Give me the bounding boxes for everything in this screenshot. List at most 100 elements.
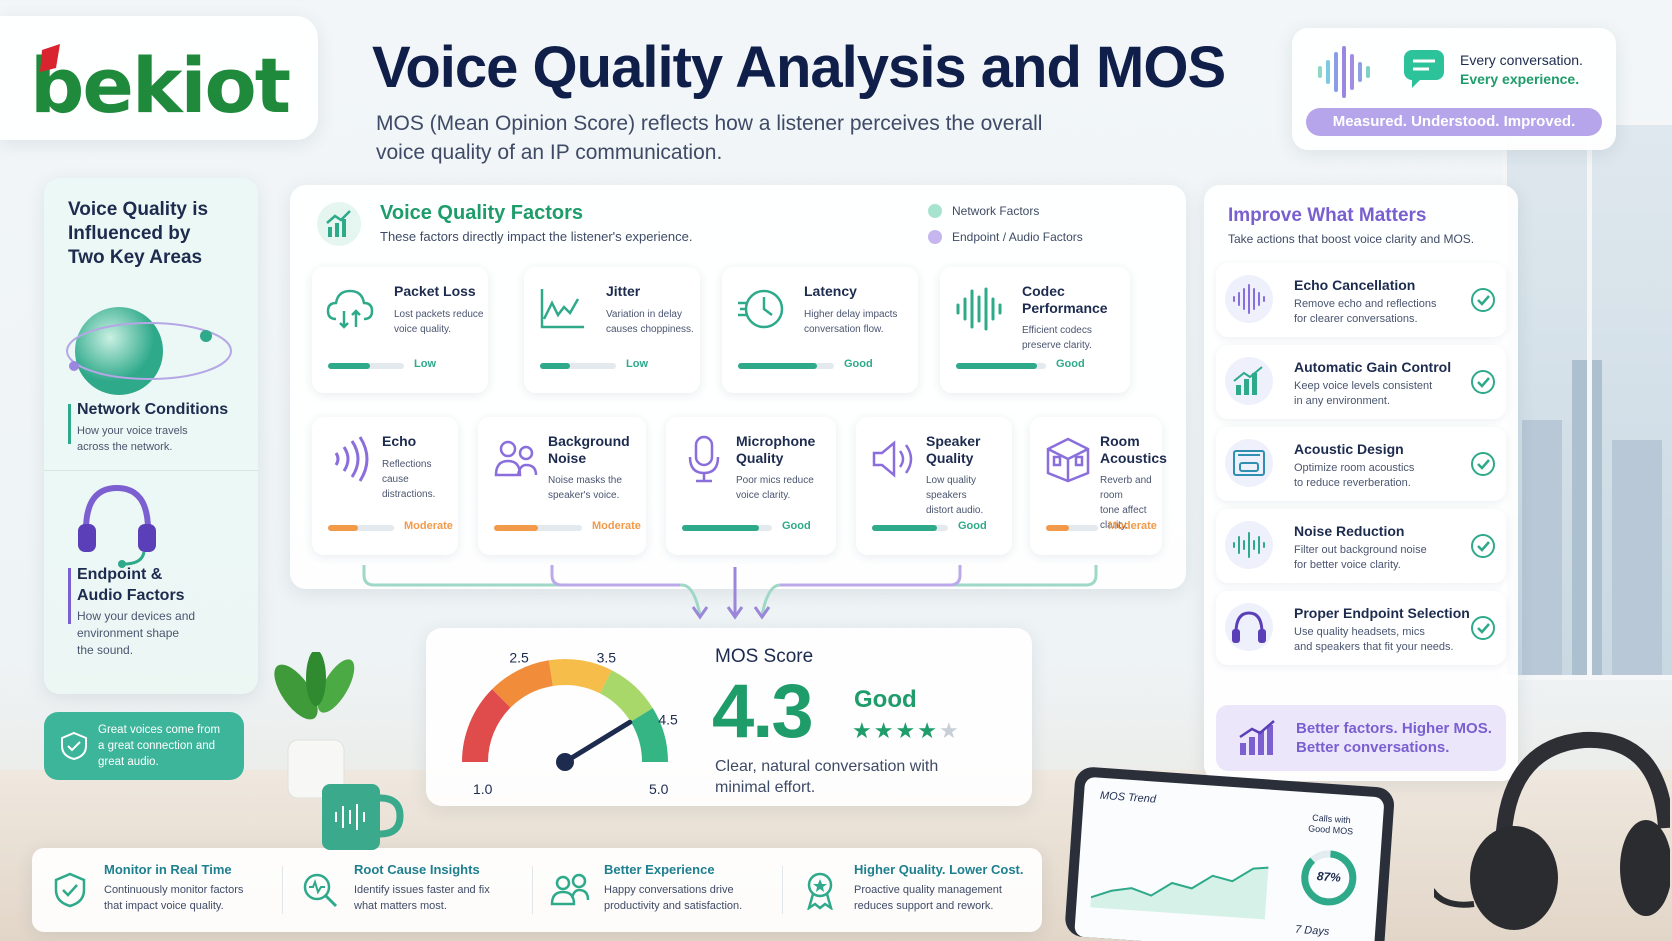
codec-waveform-icon: [956, 287, 1002, 331]
improve-item-title: Proper Endpoint Selection: [1294, 605, 1470, 621]
factor-level-label: Good: [1056, 358, 1085, 370]
factor-level-label: Low: [414, 358, 436, 370]
factor-title: Packet Loss: [394, 283, 476, 300]
tagline-pill: Measured. Understood. Improved.: [1306, 108, 1602, 136]
rating-star-icon: ★: [895, 718, 918, 743]
shield-check-icon: [54, 872, 86, 908]
tagline-line-1: Every conversation.: [1460, 52, 1583, 68]
improve-title: Improve What Matters: [1228, 205, 1427, 226]
factor-level-fill: [540, 363, 570, 369]
tagline-card: Every conversation. Every experience. Me…: [1292, 28, 1616, 150]
factor-card-speaker-quality: Speaker Quality Low quality speakers distor…: [856, 417, 1012, 555]
benefit-title: Higher Quality. Lower Cost.: [854, 862, 1024, 877]
check-circle-icon: [1471, 288, 1495, 312]
factor-desc-line-2: conversation flow.: [804, 324, 884, 335]
page-title: Voice Quality Analysis and MOS: [372, 35, 1226, 100]
mos-desc-line-1: Clear, natural conversation with: [715, 758, 939, 775]
brand-logo: bekiot: [30, 41, 290, 124]
gauge-tick-label: 3.5: [597, 650, 617, 666]
factor-title: Jitter: [606, 283, 640, 300]
connector-lines: [362, 565, 1098, 620]
gauge-segment: [548, 659, 612, 694]
factor-card-jitter: Jitter Variation in delay causes choppines…: [524, 267, 700, 393]
benefit-monitor-in-real-time: Monitor in Real Time Continuously monitor…: [44, 858, 284, 922]
factor-level-bar: [956, 363, 1046, 369]
improve-item-desc-line-2: to reduce reverberation.: [1294, 477, 1411, 489]
factor-desc-line-2: causes choppiness.: [606, 324, 694, 335]
factor-desc-line-1: Lost packets reduce: [394, 309, 484, 320]
headset-icon: [1225, 603, 1273, 651]
factor-desc: Reverb and room tone affect clarity.: [1100, 473, 1162, 533]
network-conditions-desc-2: across the network.: [77, 441, 173, 453]
gauge-tick-label: 4.5: [658, 711, 678, 727]
check-circle-icon: [1471, 616, 1495, 640]
callout-line-3: great audio.: [98, 756, 159, 768]
factor-card-packet-loss: Packet Loss Lost packets reduce voice qual…: [312, 267, 488, 393]
improve-item-title: Acoustic Design: [1294, 441, 1404, 457]
benefit-divider: [282, 866, 283, 914]
factor-level-bar: [328, 363, 404, 369]
echo-wave-icon: [1225, 275, 1273, 323]
speaker-icon: [872, 440, 913, 478]
improve-item-desc: Keep voice levels consistent in any envir…: [1294, 379, 1432, 409]
factor-desc-line-1: Low quality speakers: [926, 475, 977, 501]
benefit-desc-line-1: Happy conversations drive: [604, 884, 734, 896]
factor-desc-line-1: Efficient codecs: [1022, 325, 1092, 336]
factor-title: Microphone Quality: [736, 433, 815, 467]
gauge-segment: [462, 689, 511, 763]
network-conditions-title: Network Conditions: [77, 401, 229, 418]
rating-star-icon: ★: [938, 718, 961, 743]
factors-subtitle: These factors directly impact the listen…: [380, 229, 693, 244]
factor-level-fill: [1046, 525, 1069, 531]
endpoint-desc-line-2: environment shape: [77, 626, 180, 640]
logo-card: bekiot: [0, 16, 318, 140]
factor-desc-line-1: Higher delay impacts: [804, 309, 898, 320]
benefit-desc-line-2: reduces support and rework.: [854, 900, 994, 912]
improve-item-desc-line-1: Filter out background noise: [1294, 544, 1427, 556]
factor-title-line-1: Latency: [804, 283, 857, 299]
factor-level-label: Moderate: [404, 520, 453, 532]
callout-line-2: a great connection and: [98, 740, 216, 752]
factor-desc: Lost packets reduce voice quality.: [394, 307, 484, 337]
improve-item-title: Noise Reduction: [1294, 523, 1405, 539]
clock-icon: [738, 289, 784, 329]
factor-level-label: Moderate: [1108, 520, 1157, 532]
factor-desc: Poor mics reduce voice clarity.: [736, 473, 814, 503]
factor-desc-line-2: distort audio.: [926, 505, 984, 516]
benefit-desc-line-1: Identify issues faster and fix: [354, 884, 490, 896]
endpoint-desc: How your devices and environment shape t…: [77, 608, 195, 659]
waveform-icon: [1318, 46, 1370, 98]
rating-star-icon: ★: [873, 718, 896, 743]
headset-icon: [78, 484, 156, 568]
magnifier-pulse-icon: [303, 873, 338, 908]
acoustic-room-icon: [1225, 439, 1273, 487]
improve-item-echo-cancellation: Echo Cancellation Remove echo and reflect…: [1216, 263, 1506, 337]
benefit-desc: Continuously monitor factors that impact …: [104, 882, 243, 914]
tablet-period: 7 Days: [1294, 923, 1330, 939]
factor-desc-line-2: tone affect clarity.: [1100, 505, 1147, 531]
key-areas-panel: Voice Quality is Influenced by Two Key A…: [44, 178, 258, 694]
benefit-title: Monitor in Real Time: [104, 862, 232, 877]
check-circle-icon: [1471, 452, 1495, 476]
callout-line-1: Great voices come from: [98, 724, 221, 736]
improve-subtitle: Take actions that boost voice clarity an…: [1228, 232, 1475, 246]
tablet-calls-line-2: Good MOS: [1307, 823, 1354, 837]
factor-desc-line-1: Reverb and room: [1100, 475, 1152, 501]
chat-bubble-icon: [1404, 50, 1444, 88]
window-backdrop: [1502, 120, 1672, 680]
factor-card-echo: Echo Reflections cause distractions. Modera…: [312, 417, 458, 555]
factor-level-fill: [328, 363, 370, 369]
factor-title-line-1: Codec: [1022, 283, 1065, 299]
factor-title-line-1: Jitter: [606, 283, 641, 299]
factor-title-line-1: Room: [1100, 433, 1140, 449]
tablet-title: MOS Trend: [1099, 789, 1157, 806]
factor-title-line-1: Echo: [382, 433, 417, 449]
improve-item-noise-reduction: Noise Reduction Filter out background noi…: [1216, 509, 1506, 583]
improve-item-automatic-gain-control: Automatic Gain Control Keep voice levels …: [1216, 345, 1506, 419]
callout-card: Great voices come from a great connectio…: [44, 712, 244, 780]
key-areas-heading-line-1: Voice Quality is: [68, 199, 209, 220]
shield-check-icon: [61, 731, 87, 761]
gauge-needle: [562, 719, 633, 765]
factor-desc-line-1: Reflections cause: [382, 459, 432, 485]
mos-label: MOS Score: [715, 646, 814, 667]
